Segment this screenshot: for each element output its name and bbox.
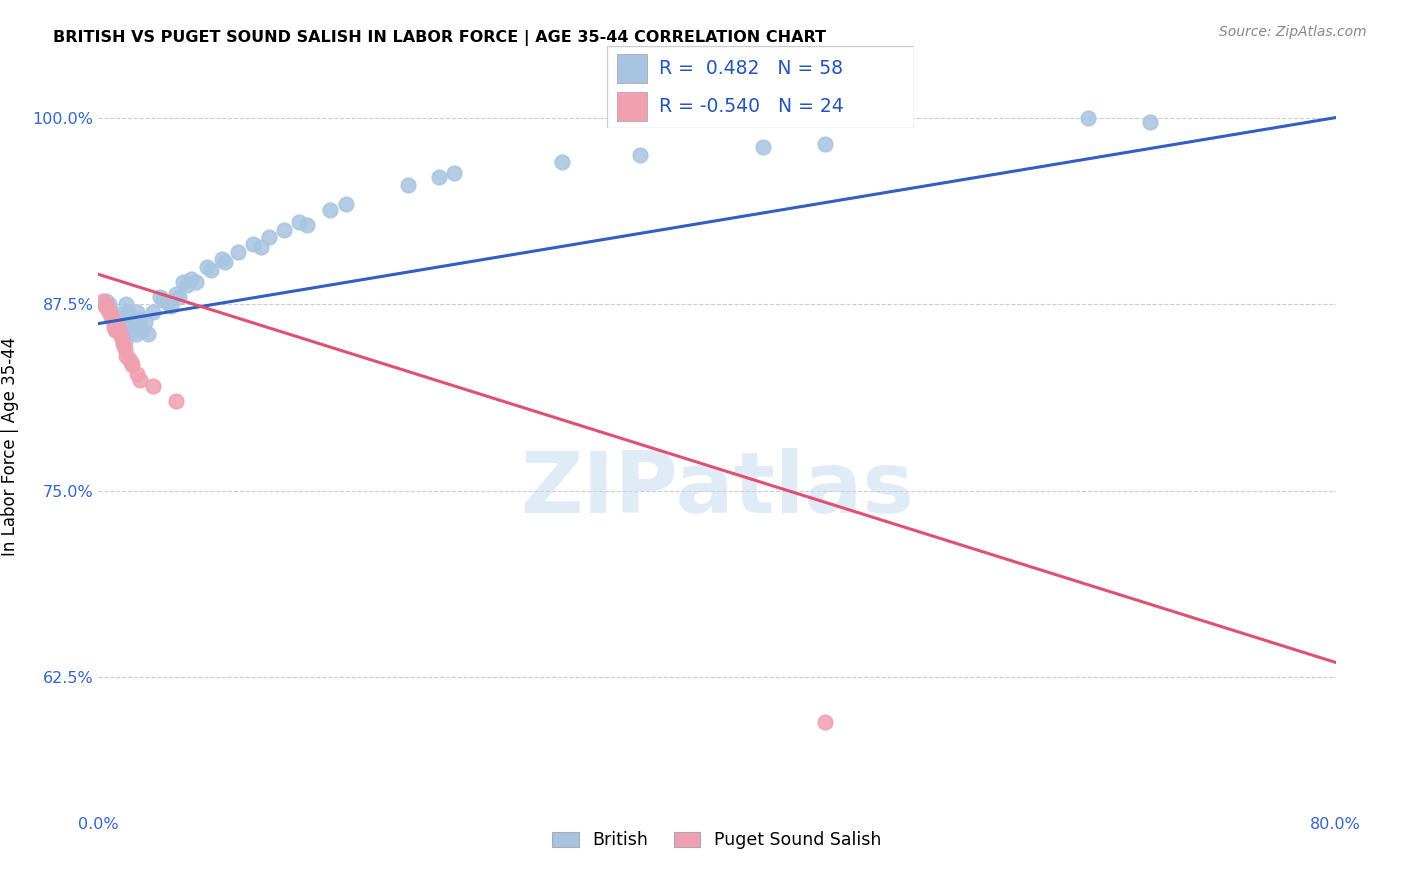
Point: [129, 319, 152, 334]
Point: [120, 312, 142, 326]
Point: [114, 342, 136, 356]
Text: BRITISH VS PUGET SOUND SALISH IN LABOR FORCE | AGE 35-44 CORRELATION CHART: BRITISH VS PUGET SOUND SALISH IN LABOR F…: [53, 30, 827, 46]
Point: [104, 322, 127, 336]
Point: [200, 263, 222, 277]
Point: [101, 312, 124, 326]
Point: [152, 293, 174, 307]
Point: [124, 326, 146, 341]
Point: [297, 218, 319, 232]
Point: [176, 277, 198, 292]
Point: [273, 222, 295, 236]
Point: [115, 297, 138, 311]
Point: [1139, 115, 1161, 129]
Legend: British, Puget Sound Salish: British, Puget Sound Salish: [544, 822, 890, 858]
Point: [101, 304, 124, 318]
Point: [118, 352, 141, 367]
Point: [98, 304, 121, 318]
Point: [141, 304, 165, 318]
Text: Source: ZipAtlas.com: Source: ZipAtlas.com: [1219, 25, 1367, 39]
Point: [427, 170, 450, 185]
Point: [121, 359, 143, 373]
Point: [288, 215, 311, 229]
Point: [167, 290, 190, 304]
Point: [98, 297, 121, 311]
Point: [117, 304, 139, 318]
Point: [443, 166, 465, 180]
Point: [100, 309, 122, 323]
Point: [257, 230, 280, 244]
Point: [105, 317, 128, 331]
Point: [118, 308, 141, 322]
Point: [111, 319, 132, 334]
Text: R = -0.540   N = 24: R = -0.540 N = 24: [659, 97, 844, 116]
Point: [628, 148, 651, 162]
Point: [141, 379, 165, 393]
Point: [93, 299, 115, 313]
Point: [184, 275, 207, 289]
Point: [104, 312, 127, 326]
Point: [103, 308, 125, 322]
Point: [136, 326, 159, 341]
Point: [195, 260, 218, 274]
Point: [103, 319, 125, 334]
Point: [107, 322, 129, 336]
Point: [111, 332, 132, 346]
Point: [172, 275, 194, 289]
Point: [127, 304, 149, 318]
Point: [242, 237, 264, 252]
Point: [91, 294, 114, 309]
Point: [114, 334, 136, 349]
Point: [96, 297, 118, 311]
Point: [128, 312, 150, 326]
Point: [122, 322, 145, 336]
Point: [165, 286, 187, 301]
Point: [1077, 111, 1099, 125]
Point: [112, 326, 135, 341]
Point: [551, 155, 574, 169]
Point: [129, 373, 152, 387]
Point: [180, 272, 202, 286]
Point: [105, 317, 128, 331]
Point: [97, 301, 120, 316]
Point: [111, 324, 132, 338]
Point: [120, 355, 142, 369]
Point: [396, 178, 419, 192]
Point: [814, 137, 837, 152]
Text: ZIPatlas: ZIPatlas: [520, 449, 914, 532]
Point: [96, 294, 118, 309]
Point: [211, 252, 233, 267]
Point: [108, 326, 131, 341]
FancyBboxPatch shape: [617, 54, 647, 83]
Point: [165, 394, 187, 409]
Point: [115, 350, 138, 364]
Point: [250, 240, 273, 254]
Point: [226, 244, 249, 259]
Point: [160, 299, 183, 313]
Point: [112, 337, 135, 351]
Point: [108, 326, 131, 341]
Point: [319, 203, 342, 218]
Y-axis label: In Labor Force | Age 35-44: In Labor Force | Age 35-44: [0, 336, 18, 556]
Text: R =  0.482   N = 58: R = 0.482 N = 58: [659, 59, 844, 78]
FancyBboxPatch shape: [607, 46, 914, 128]
Point: [107, 322, 129, 336]
Point: [752, 140, 775, 154]
Point: [121, 317, 143, 331]
Point: [214, 255, 236, 269]
Point: [127, 368, 149, 382]
Point: [131, 322, 153, 336]
Point: [149, 290, 172, 304]
FancyBboxPatch shape: [617, 92, 647, 121]
Point: [814, 715, 837, 730]
Point: [335, 197, 357, 211]
Point: [157, 295, 180, 310]
Point: [134, 315, 156, 329]
